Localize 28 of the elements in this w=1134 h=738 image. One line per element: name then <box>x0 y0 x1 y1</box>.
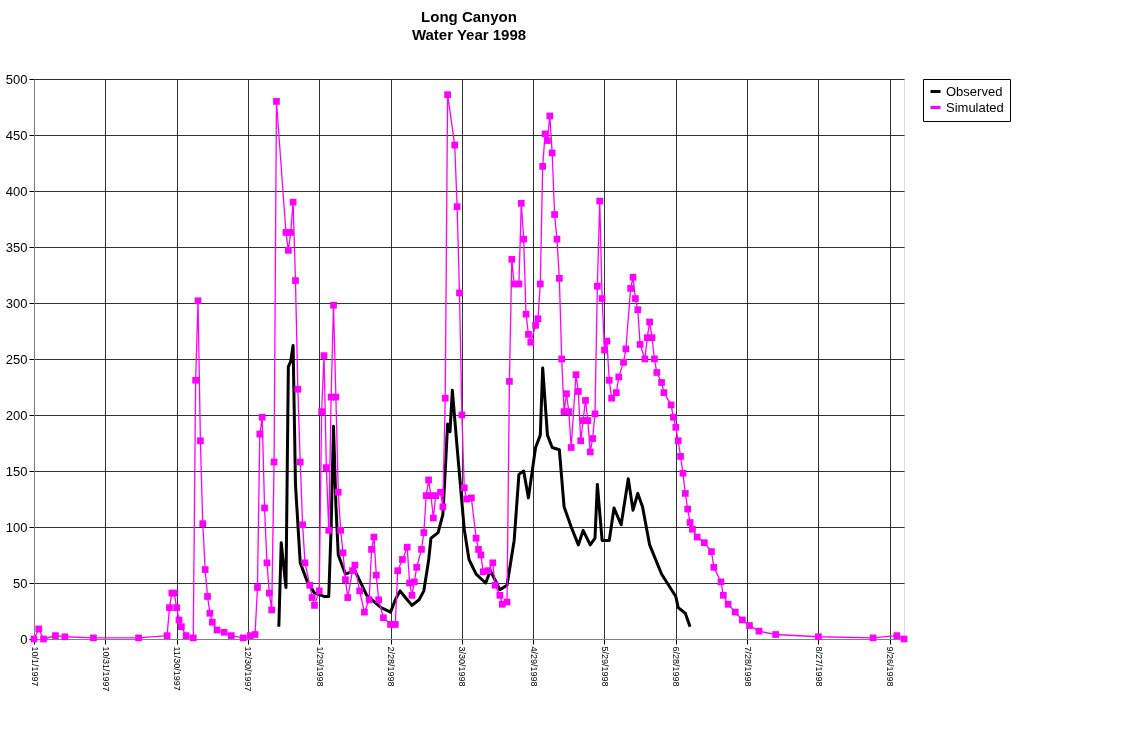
y-tick-label: 100 <box>5 519 28 535</box>
x-tick-label: 10/31/1997 <box>100 646 111 692</box>
x-tick-label: 11/30/1997 <box>172 646 183 691</box>
x-tick-label: 12/30/1997 <box>243 646 254 692</box>
x-tick-label: 9/26/1998 <box>885 646 896 687</box>
x-tick-label: 4/29/1998 <box>528 646 539 687</box>
x-tick-label: 7/28/1998 <box>742 646 753 687</box>
legend-label: Observed <box>946 83 1003 99</box>
y-tick-label: 150 <box>5 463 28 479</box>
x-tick-label: 8/27/1998 <box>813 646 824 687</box>
x-tick-label: 10/1/1997 <box>29 646 40 687</box>
x-tick-label: 2/28/1998 <box>386 646 397 687</box>
y-tick-label: 400 <box>5 183 28 199</box>
y-tick-label: 250 <box>5 351 28 367</box>
x-tick-label: 5/29/1998 <box>599 646 610 687</box>
y-tick-label: 300 <box>5 295 28 311</box>
y-tick-label: 350 <box>5 239 28 255</box>
chart-subtitle: Water Year 1998 <box>411 26 527 43</box>
legend-label: Simulated <box>946 99 1004 115</box>
x-tick-label: 6/28/1998 <box>671 646 682 687</box>
y-tick-label: 50 <box>13 575 28 591</box>
y-tick-label: 450 <box>5 127 28 143</box>
y-tick-label: 0 <box>20 631 28 647</box>
y-tick-label: 200 <box>5 407 28 423</box>
x-tick-label: 1/29/1998 <box>314 646 325 687</box>
x-tick-label: 3/30/1998 <box>457 646 468 687</box>
chart-title: Long Canyon <box>421 8 517 25</box>
y-tick-label: 500 <box>5 71 28 87</box>
